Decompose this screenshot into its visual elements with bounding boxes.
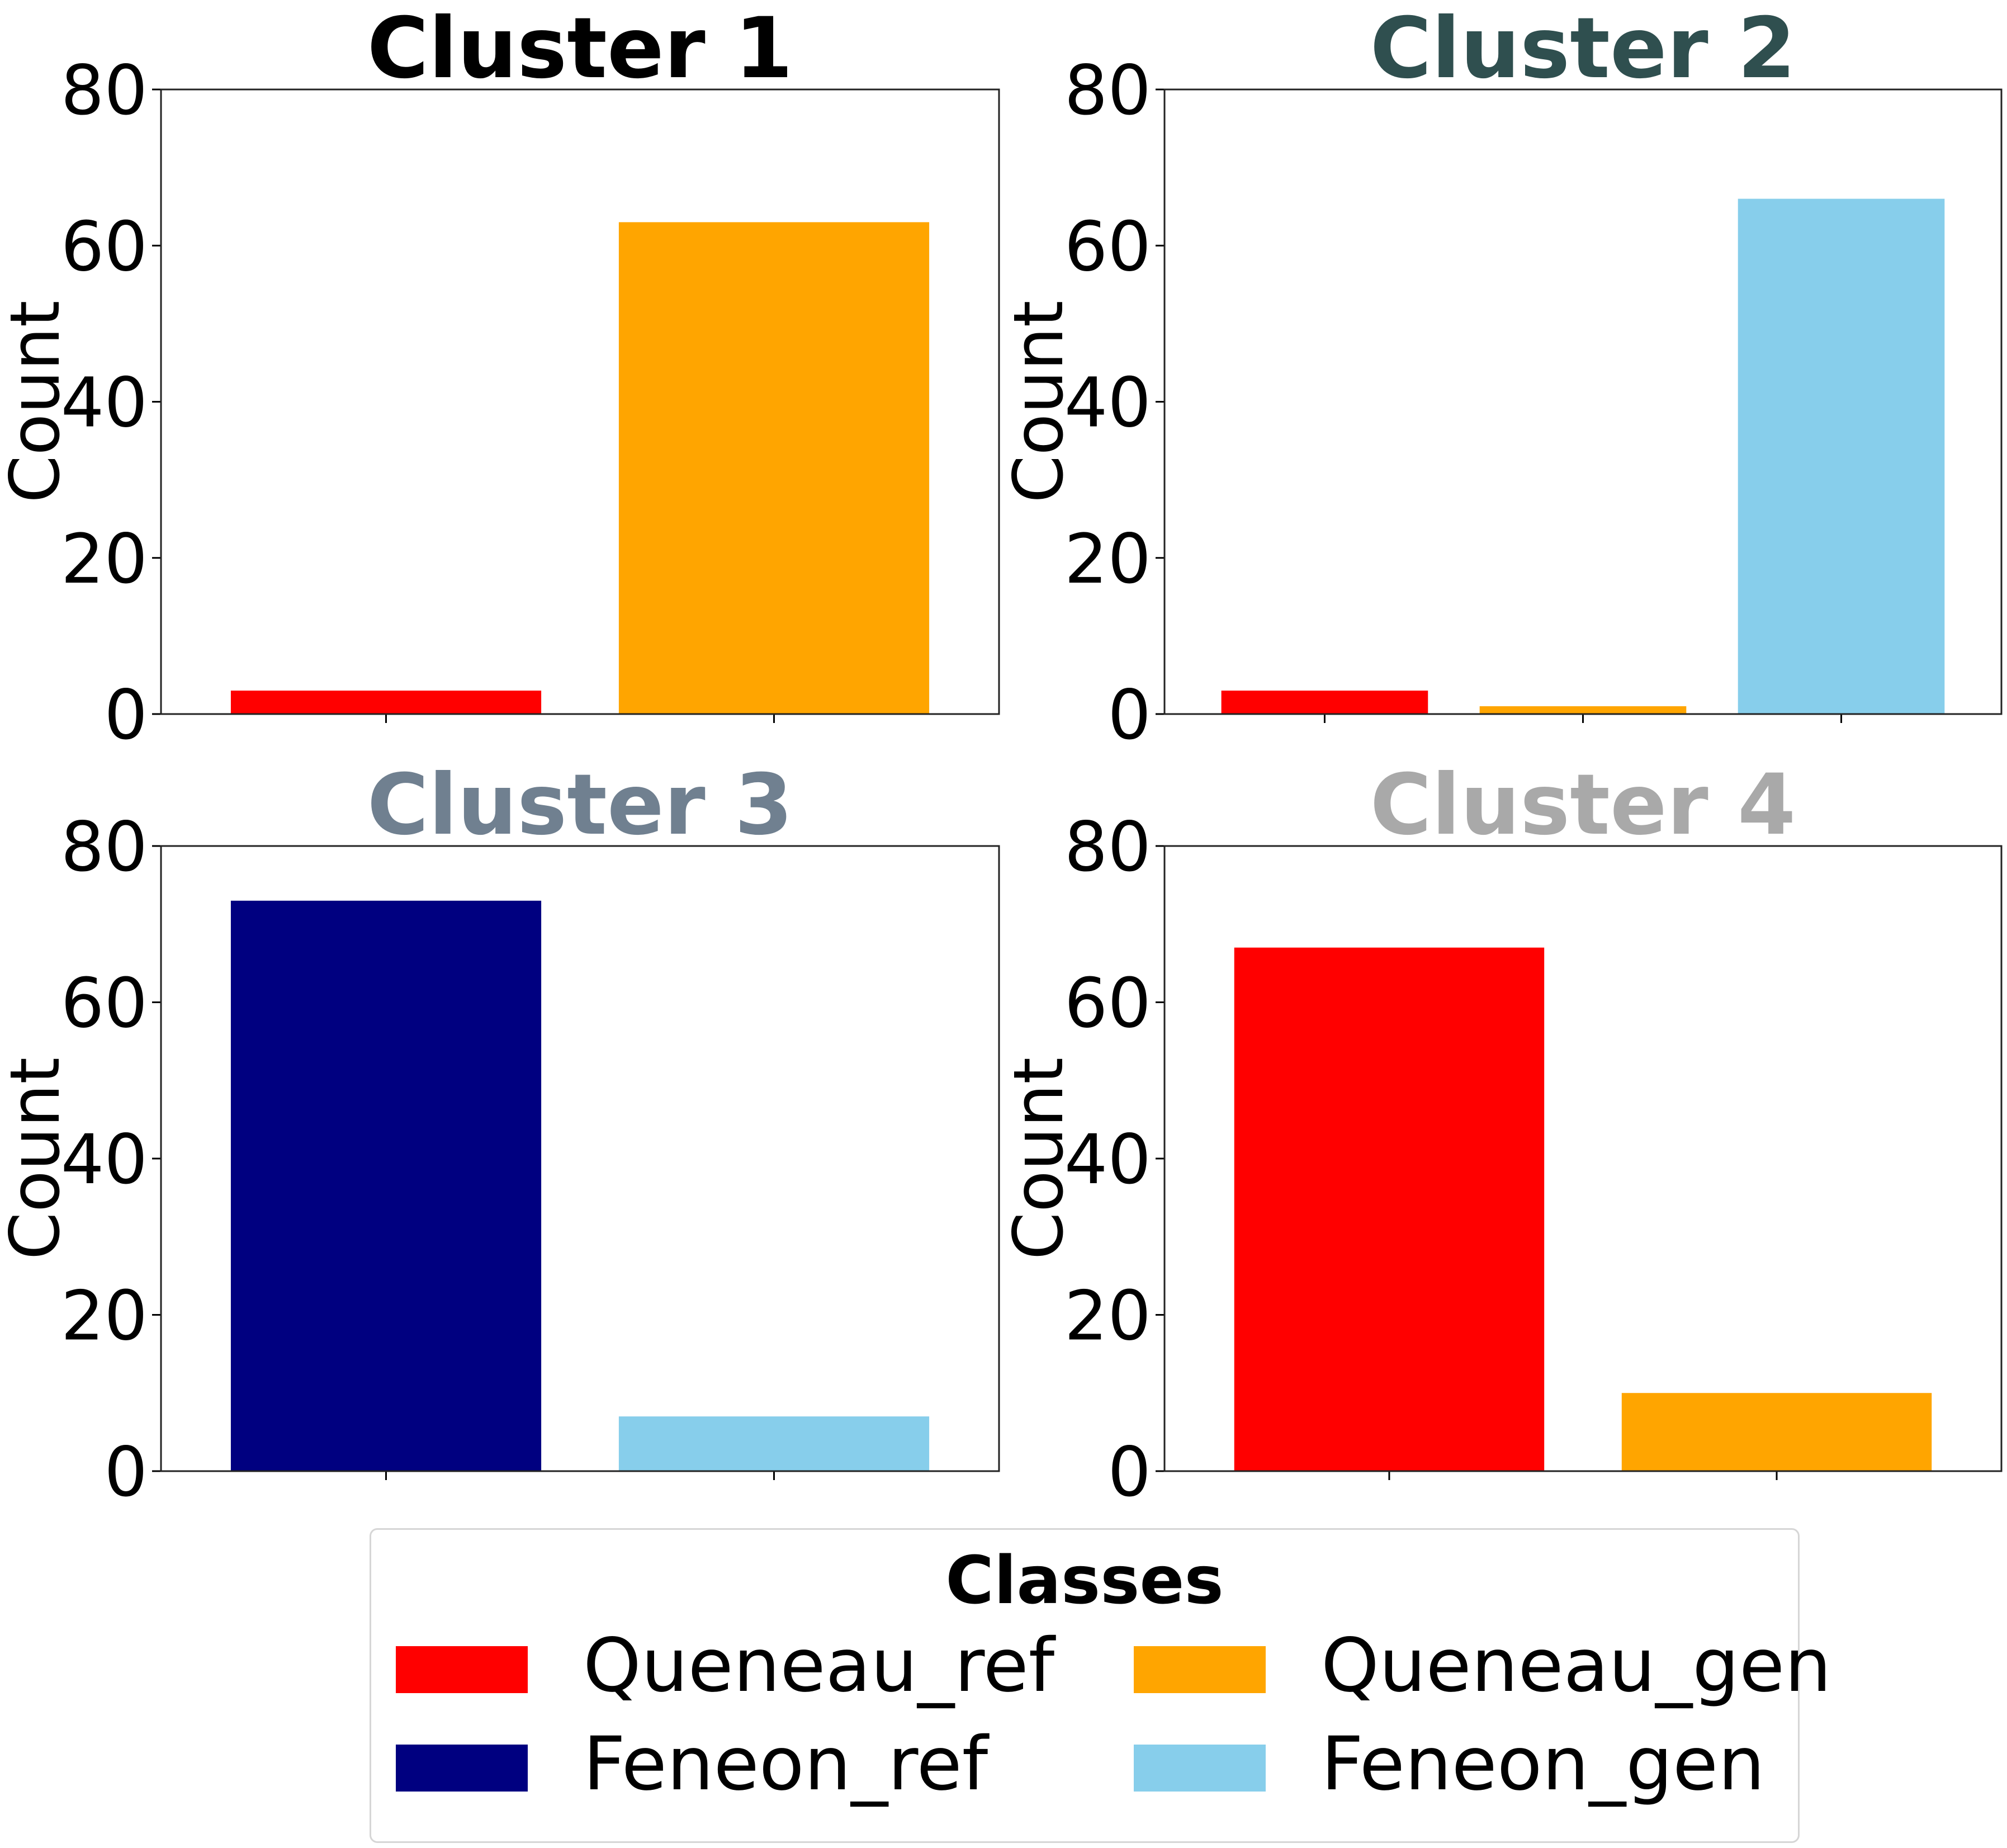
y-tick-label: 60 bbox=[61, 964, 148, 1043]
panel-title: Cluster 2 bbox=[1370, 0, 1796, 97]
legend-label-feneon-gen: Feneon_gen bbox=[1321, 1721, 1765, 1807]
legend-swatch-feneon-ref bbox=[396, 1745, 528, 1792]
y-axis-label: Count bbox=[0, 1057, 75, 1260]
bar-queneau-ref bbox=[1234, 947, 1545, 1471]
y-tick-label: 40 bbox=[1064, 363, 1151, 443]
y-tick-label: 80 bbox=[1064, 807, 1151, 887]
y-axis-label: Count bbox=[999, 300, 1078, 503]
y-tick-label: 60 bbox=[61, 207, 148, 286]
y-tick-label: 20 bbox=[1064, 519, 1151, 599]
legend-label-queneau-gen: Queneau_gen bbox=[1321, 1623, 1831, 1709]
y-tick-label: 0 bbox=[1107, 1433, 1151, 1512]
panel-title: Cluster 1 bbox=[367, 0, 793, 97]
y-tick-label: 60 bbox=[1064, 207, 1151, 286]
bar-feneon-ref bbox=[230, 900, 542, 1471]
axes-frame bbox=[1163, 845, 2003, 1472]
bar-queneau-gen bbox=[618, 222, 930, 714]
subplot-cluster-3: Cluster 3 0 20 40 60 80 Count bbox=[0, 757, 1000, 1512]
panel-title: Cluster 4 bbox=[1370, 757, 1796, 854]
bar-queneau-gen bbox=[1621, 1393, 1932, 1471]
legend-swatch-feneon-gen bbox=[1134, 1745, 1266, 1792]
y-tick-label: 80 bbox=[61, 51, 148, 130]
axes-frame bbox=[160, 88, 1000, 715]
bar-queneau-ref bbox=[230, 691, 542, 714]
y-tick-label: 0 bbox=[104, 1433, 148, 1512]
legend-swatch-queneau-gen bbox=[1134, 1646, 1266, 1693]
y-tick-label: 20 bbox=[61, 519, 148, 599]
y-axis-label: Count bbox=[0, 300, 75, 503]
y-tick-label: 80 bbox=[61, 807, 148, 887]
panel-title: Cluster 3 bbox=[367, 757, 793, 854]
y-tick-label: 0 bbox=[104, 675, 148, 755]
legend-label-feneon-ref: Feneon_ref bbox=[583, 1721, 988, 1807]
bar-feneon-gen bbox=[1738, 198, 1945, 715]
legend-label-queneau-ref: Queneau_ref bbox=[583, 1623, 1055, 1709]
y-tick-label: 40 bbox=[1064, 1120, 1151, 1199]
legend: Classes Queneau_ref Queneau_gen Feneon_r… bbox=[370, 1528, 1831, 1843]
y-tick-label: 40 bbox=[61, 363, 148, 443]
y-tick-label: 0 bbox=[1107, 675, 1151, 755]
subplot-cluster-4: Cluster 4 0 20 40 60 80 Count bbox=[999, 757, 2003, 1512]
bar-queneau-ref bbox=[1221, 691, 1428, 714]
legend-title: Classes bbox=[945, 1542, 1224, 1619]
legend-swatch-queneau-ref bbox=[396, 1646, 528, 1693]
subplot-cluster-2: Cluster 2 0 20 40 60 80 Count bbox=[999, 0, 2003, 755]
y-tick-label: 60 bbox=[1064, 964, 1151, 1043]
y-axis-label: Count bbox=[999, 1057, 1078, 1260]
axes-frame bbox=[1163, 88, 2003, 715]
y-tick-label: 20 bbox=[1064, 1277, 1151, 1356]
subplot-cluster-1: Cluster 1 0 20 40 60 80 Count bbox=[0, 0, 1000, 755]
y-tick-label: 80 bbox=[1064, 51, 1151, 130]
y-tick-label: 40 bbox=[61, 1120, 148, 1199]
y-tick-label: 20 bbox=[61, 1277, 148, 1356]
bar-queneau-gen bbox=[1479, 706, 1687, 714]
axes-frame bbox=[160, 845, 1000, 1472]
bar-feneon-gen bbox=[618, 1416, 930, 1471]
